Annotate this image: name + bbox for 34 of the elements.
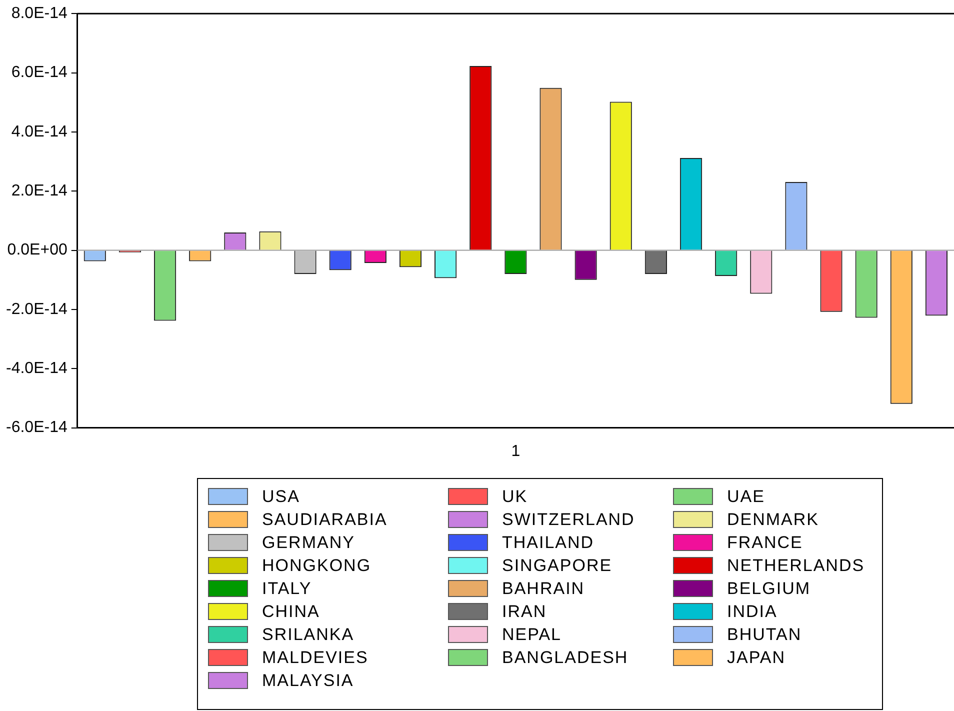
- x-tick-label: 1: [511, 442, 520, 460]
- legend-label: GERMANY: [262, 532, 355, 552]
- legend-label: FRANCE: [727, 532, 803, 552]
- y-tick-label: 4.0E-14: [11, 123, 68, 140]
- legend-label: MALDEVIES: [262, 648, 368, 668]
- legend-label: IRAN: [502, 602, 547, 622]
- y-tick-label: -6.0E-14: [6, 419, 68, 436]
- y-tick-label: 0.0E+00: [7, 242, 68, 259]
- y-tick-label: 8.0E-14: [11, 5, 68, 22]
- legend-label: INDIA: [727, 602, 778, 622]
- y-tick-label: 6.0E-14: [11, 64, 68, 82]
- legend-label: SRILANKA: [262, 624, 354, 644]
- y-tick-label: 2.0E-14: [11, 182, 68, 200]
- legend-label: JAPAN: [727, 648, 786, 668]
- y-tick-label: -2.0E-14: [6, 300, 68, 318]
- legend-label: BELGIUM: [727, 578, 811, 598]
- legend-label: UAE: [727, 486, 765, 506]
- legend-label: BANGLADESH: [502, 648, 628, 668]
- legend-label: HONGKONG: [262, 556, 372, 576]
- legend-label: MALAYSIA: [262, 670, 354, 690]
- legend-label: DENMARK: [727, 510, 820, 530]
- y-tick-label: -4.0E-14: [6, 360, 68, 378]
- legend-label: USA: [262, 486, 300, 506]
- legend-label: CHINA: [262, 602, 320, 622]
- legend-label: THAILAND: [502, 532, 594, 552]
- legend-label: BAHRAIN: [502, 578, 585, 598]
- legend-label: BHUTAN: [727, 624, 802, 644]
- legend-label: SWITZERLAND: [502, 510, 635, 530]
- legend-label: SINGAPORE: [502, 556, 612, 576]
- legend-label: NETHERLANDS: [727, 556, 865, 576]
- legend-label: ITALY: [262, 578, 312, 598]
- legend-label: NEPAL: [502, 624, 562, 644]
- legend-label: SAUDIARABIA: [262, 510, 388, 530]
- legend-label: UK: [502, 486, 528, 506]
